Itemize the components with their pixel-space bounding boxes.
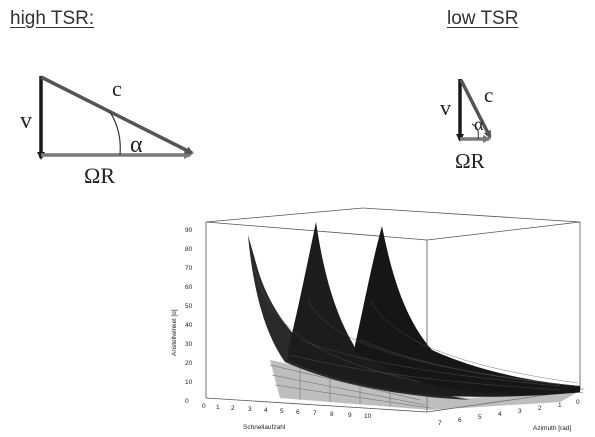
c-label-high: c — [112, 76, 122, 101]
y-axis-label: Azimuth [rad] — [533, 425, 571, 432]
surface-right-peak — [355, 226, 580, 394]
x-tick: 1 — [216, 404, 220, 411]
x-tick: 3 — [248, 406, 252, 413]
heading-high-tsr: high TSR: — [10, 8, 95, 29]
y-tick: 1 — [558, 402, 562, 409]
x-tick: 2 — [231, 405, 235, 412]
z-tick: 80 — [185, 246, 193, 253]
y-tick: 5 — [478, 414, 482, 421]
surface-middle-peak — [288, 222, 585, 397]
z-tick: 40 — [185, 322, 193, 329]
z-tick: 70 — [185, 265, 193, 272]
v-label-low: v — [440, 95, 451, 120]
alpha-label-low: α — [474, 114, 484, 134]
x-tick: 9 — [348, 412, 352, 419]
alpha-arc-low — [471, 123, 479, 140]
x-axis-ticks: 0 1 2 3 4 5 6 7 8 9 10 — [202, 403, 372, 420]
z-tick: 30 — [185, 341, 193, 348]
z-tick: 10 — [185, 379, 193, 386]
c-arrow-high — [40, 75, 194, 155]
x-tick: 0 — [202, 403, 206, 410]
alpha-label-high: α — [130, 132, 143, 158]
x-axis-label: Schnellaufzahl — [243, 424, 286, 431]
z-axis-label: Anstellwinkel [o] — [171, 309, 178, 356]
y-tick: 6 — [458, 417, 462, 424]
y-axis-ticks: 7 6 5 4 3 2 1 0 — [438, 399, 580, 427]
x-tick: 8 — [330, 411, 334, 418]
y-tick: 7 — [438, 420, 442, 427]
x-tick: 6 — [296, 409, 300, 416]
v-label-high: v — [20, 108, 32, 134]
x-tick: 7 — [313, 410, 317, 417]
z-tick: 90 — [185, 227, 193, 234]
velocity-triangle-high: v c α ΩR — [20, 75, 194, 188]
plot-box — [205, 207, 581, 413]
velocity-triangle-low: v c α ΩR — [440, 79, 493, 173]
omega-r-label-high: ΩR — [84, 163, 115, 188]
floor-shade — [270, 360, 585, 410]
x-tick: 10 — [364, 413, 372, 420]
z-axis-ticks: 0 10 20 30 40 50 60 70 80 90 — [185, 227, 193, 405]
c-label-low: c — [484, 83, 493, 107]
z-tick: 60 — [185, 284, 193, 291]
surface-plot-3d: 0 10 20 30 40 50 60 70 80 90 0 1 2 3 4 5… — [171, 207, 585, 432]
x-tick: 4 — [264, 407, 268, 414]
omega-r-label-low: ΩR — [455, 149, 485, 173]
z-tick: 20 — [185, 360, 193, 367]
x-tick: 5 — [280, 408, 284, 415]
y-tick: 3 — [518, 408, 522, 415]
y-tick: 0 — [576, 399, 580, 406]
z-tick: 50 — [185, 303, 193, 310]
heading-low-tsr: low TSR — [447, 8, 519, 29]
z-tick: 0 — [185, 398, 189, 405]
y-tick: 4 — [498, 411, 502, 418]
surface-mesh — [254, 269, 579, 391]
alpha-arc-high — [109, 111, 121, 156]
y-tick: 2 — [538, 405, 542, 412]
c-arrow-low — [459, 79, 492, 139]
